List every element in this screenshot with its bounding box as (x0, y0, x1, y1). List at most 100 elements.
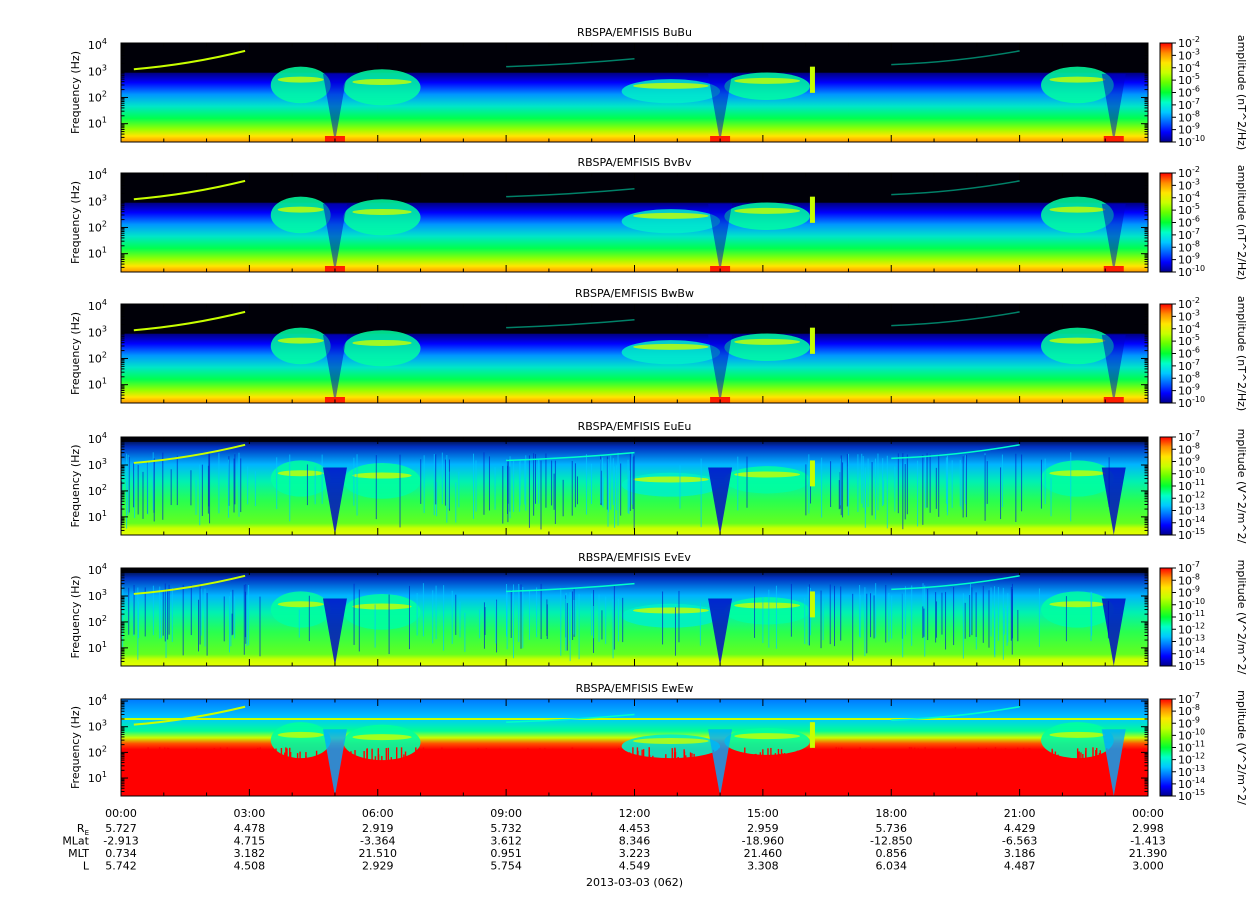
colorbar-tick-label-base: 10 (1178, 505, 1192, 518)
y-tick-label-exp: 2 (102, 219, 107, 228)
ephemeris-value: -3.364 (360, 835, 395, 848)
ephemeris-value: 3.182 (234, 847, 266, 860)
perigee-dip (708, 73, 733, 142)
colorbar-tick-label: 10-9 (1178, 585, 1200, 600)
y-tick-label: 102 (88, 614, 107, 629)
colorbar: 10-210-310-410-510-610-710-810-910-10 amp… (1159, 35, 1248, 150)
wave-emission-band (343, 593, 421, 630)
y-tick-label-base: 10 (88, 590, 102, 603)
colorbar-tick-label: 10-9 (1178, 252, 1200, 267)
colorbar-tick-label-exp: -9 (1192, 252, 1200, 261)
y-tick-label-exp: 2 (102, 614, 107, 623)
perigee-dip (1101, 203, 1126, 272)
ephemeris-value: 0.856 (876, 847, 908, 860)
y-tick-label-base: 10 (88, 300, 102, 313)
colorbar-label: mplitude (V^2/m^2/ (1235, 690, 1248, 805)
colorbar-tick-label-exp: -4 (1192, 60, 1200, 69)
y-tick-label-exp: 1 (102, 640, 107, 649)
ephemeris-label: L (83, 860, 90, 873)
colorbar-tick-label: 10-6 (1178, 215, 1200, 230)
perigee-hot-spot (1103, 397, 1124, 403)
colorbar-tick-label-exp: -13 (1192, 634, 1205, 643)
colorbar-label: mplitude (V^2/m^2/ (1235, 560, 1248, 675)
y-tick-label-base: 10 (88, 221, 102, 234)
wave-emission-core (633, 212, 709, 219)
colorbar: 10-210-310-410-510-610-710-810-910-10 amp… (1159, 165, 1248, 280)
panel-3: RBSPA/EMFISIS BwBw101102103104Frequency … (69, 287, 1248, 411)
colorbar-tick-label: 10-14 (1178, 646, 1205, 661)
colorbar-tick-label-base: 10 (1178, 49, 1192, 62)
spectrogram-heatmap (121, 173, 1148, 272)
colorbar-tick-label: 10-12 (1178, 752, 1205, 767)
colorbar-tick-label-exp: -9 (1192, 383, 1200, 392)
colorbar-tick-label: 10-10 (1178, 264, 1205, 279)
chorus-trace (133, 49, 246, 71)
wave-emission-core (352, 472, 412, 479)
ephemeris-value: 5.732 (490, 822, 522, 835)
colorbar-tick-label-base: 10 (1178, 136, 1192, 149)
panel-title: RBSPA/EMFISIS EvEv (578, 551, 691, 564)
colorbar-tick-label-base: 10 (1178, 204, 1192, 217)
colorbar-tick-label-base: 10 (1178, 574, 1192, 587)
colorbar-tick-label-base: 10 (1178, 310, 1192, 323)
spectrogram-heatmap (121, 699, 1148, 796)
colorbar-tick-label: 10-15 (1178, 658, 1205, 673)
ephemeris-value: 4.487 (1004, 860, 1036, 873)
y-tick-label-exp: 3 (102, 588, 107, 597)
colorbar-tick-label-base: 10 (1178, 254, 1192, 267)
y-tick-label: 101 (88, 640, 107, 655)
colorbar-tick-label: 10-10 (1178, 727, 1205, 742)
colorbar-tick-label-base: 10 (1178, 492, 1192, 505)
wave-emission-core (1049, 76, 1106, 83)
wave-emission-core (352, 208, 412, 215)
perigee-dip (322, 467, 347, 535)
y-tick-label-exp: 2 (102, 744, 107, 753)
ephemeris-value: 4.508 (234, 860, 266, 873)
colorbar-scale (1159, 42, 1173, 143)
ephemeris-value: 5.742 (105, 860, 137, 873)
colorbar-tick-label-exp: -5 (1192, 72, 1200, 81)
colorbar-scale (1159, 698, 1173, 797)
ephemeris-value: 3.000 (1132, 860, 1164, 873)
colorbar-tick-label-exp: -10 (1192, 395, 1205, 404)
y-tick-label-exp: 3 (102, 63, 107, 72)
y-tick-label: 102 (88, 350, 107, 365)
burst (809, 66, 815, 93)
ephemeris-value: 6.034 (876, 860, 908, 873)
wave-emission-core (1049, 731, 1106, 738)
colorbar-tick-label-base: 10 (1178, 705, 1192, 718)
colorbar-tick-label-exp: -4 (1192, 190, 1200, 199)
colorbar-tick-label-exp: -2 (1192, 35, 1200, 44)
wave-emission-band (621, 340, 721, 365)
perigee-dip (322, 203, 347, 272)
perigee-dip (708, 203, 733, 272)
colorbar-tick-label-exp: -7 (1192, 429, 1200, 438)
y-tick-label-exp: 4 (102, 167, 107, 176)
ephemeris-value: 5.754 (490, 860, 522, 873)
colorbar-tick-label: 10-10 (1178, 466, 1205, 481)
y-tick-label-base: 10 (88, 746, 102, 759)
colorbar-tick-label-base: 10 (1178, 397, 1192, 410)
colorbar-tick-label: 10-13 (1178, 634, 1205, 649)
ephemeris-value: 3.308 (747, 860, 779, 873)
ephemeris-value: 21.390 (1129, 847, 1168, 860)
y-tick-label-exp: 3 (102, 324, 107, 333)
colorbar-tick-label-exp: -15 (1192, 788, 1205, 797)
colorbar-tick-label-exp: -15 (1192, 527, 1205, 536)
colorbar-tick-label-base: 10 (1178, 790, 1192, 803)
y-tick-label-exp: 2 (102, 483, 107, 492)
colorbar-tick-label: 10-15 (1178, 788, 1205, 803)
wave-emission-core (633, 738, 709, 745)
panel-6: RBSPA/EMFISIS EwEw101102103104Frequency … (69, 682, 1248, 805)
ephemeris-value: 0.734 (105, 847, 137, 860)
colorbar-tick-label: 10-11 (1178, 609, 1205, 624)
ephemeris-value: -12.850 (870, 835, 912, 848)
colorbar-tick-label: 10-6 (1178, 346, 1200, 361)
chorus-trace (133, 310, 246, 332)
colorbar-tick-label-base: 10 (1178, 87, 1192, 100)
ephemeris-value: 4.478 (234, 822, 266, 835)
ephemeris-label: MLT (68, 847, 89, 860)
colorbar-tick-label-exp: -9 (1192, 715, 1200, 724)
